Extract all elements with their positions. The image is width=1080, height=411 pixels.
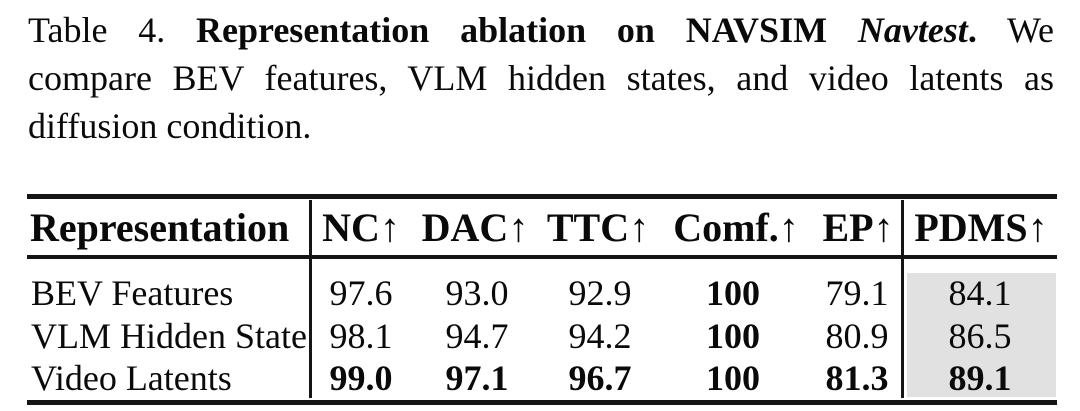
cell-video-ep: 81.3 — [825, 358, 889, 398]
table-vertical-rule-1 — [309, 200, 312, 398]
cell-bev-ep: 79.1 — [825, 273, 889, 313]
caption-line-1: Table 4. Representation ablation on NAVS… — [28, 6, 1054, 54]
cell-vlm-dac: 94.7 — [445, 316, 509, 356]
cell-video-dac: 97.1 — [445, 358, 509, 398]
cell-video-pdms: 89.1 — [948, 358, 1012, 398]
table-top-rule — [27, 194, 1057, 199]
cell-bev-dac: 93.0 — [445, 273, 509, 313]
caption-title-period: . — [967, 10, 977, 50]
column-header-ep: EP↑ — [822, 205, 894, 250]
row-label-bev-features: BEV Features — [31, 273, 234, 313]
column-header-ttc: TTC↑ — [546, 205, 650, 250]
row-label-video-latents: Video Latents — [31, 358, 232, 398]
caption-line1-tail: We — [1006, 10, 1055, 50]
caption-line-2: compare BEV features, VLM hidden states,… — [28, 58, 1054, 98]
cell-video-nc: 99.0 — [329, 358, 393, 398]
caption-label: Table 4. — [28, 10, 166, 50]
cell-vlm-comf: 100 — [706, 316, 760, 356]
cell-vlm-ttc: 94.2 — [568, 316, 632, 356]
cell-bev-ttc: 92.9 — [568, 273, 632, 313]
table-mid-rule — [27, 255, 1057, 259]
caption-title-italic: Navtest — [857, 10, 968, 50]
cell-bev-comf: 100 — [706, 273, 760, 313]
table-bottom-rule — [27, 400, 1057, 405]
table-caption: Table 4. Representation ablation on NAVS… — [28, 6, 1054, 150]
column-header-comf: Comf.↑ — [673, 205, 799, 250]
caption-line-3: diffusion condition. — [28, 106, 312, 146]
table-vertical-rule-2 — [901, 200, 904, 398]
cell-vlm-ep: 80.9 — [825, 316, 889, 356]
column-header-dac: DAC↑ — [421, 205, 529, 250]
cell-vlm-pdms: 86.5 — [948, 316, 1012, 356]
cell-video-comf: 100 — [706, 358, 760, 398]
caption-title-bold: Representation ablation on NAVSIM — [196, 10, 828, 50]
row-label-vlm-hidden-state: VLM Hidden State — [31, 316, 307, 356]
pdms-column-highlight — [907, 273, 1056, 397]
column-header-representation: Representation — [30, 205, 290, 250]
cell-video-ttc: 96.7 — [568, 358, 632, 398]
cell-vlm-nc: 98.1 — [329, 316, 393, 356]
column-header-nc: NC↑ — [322, 205, 400, 250]
cell-bev-nc: 97.6 — [329, 273, 393, 313]
cell-bev-pdms: 84.1 — [948, 273, 1012, 313]
column-header-pdms: PDMS↑ — [914, 205, 1048, 250]
